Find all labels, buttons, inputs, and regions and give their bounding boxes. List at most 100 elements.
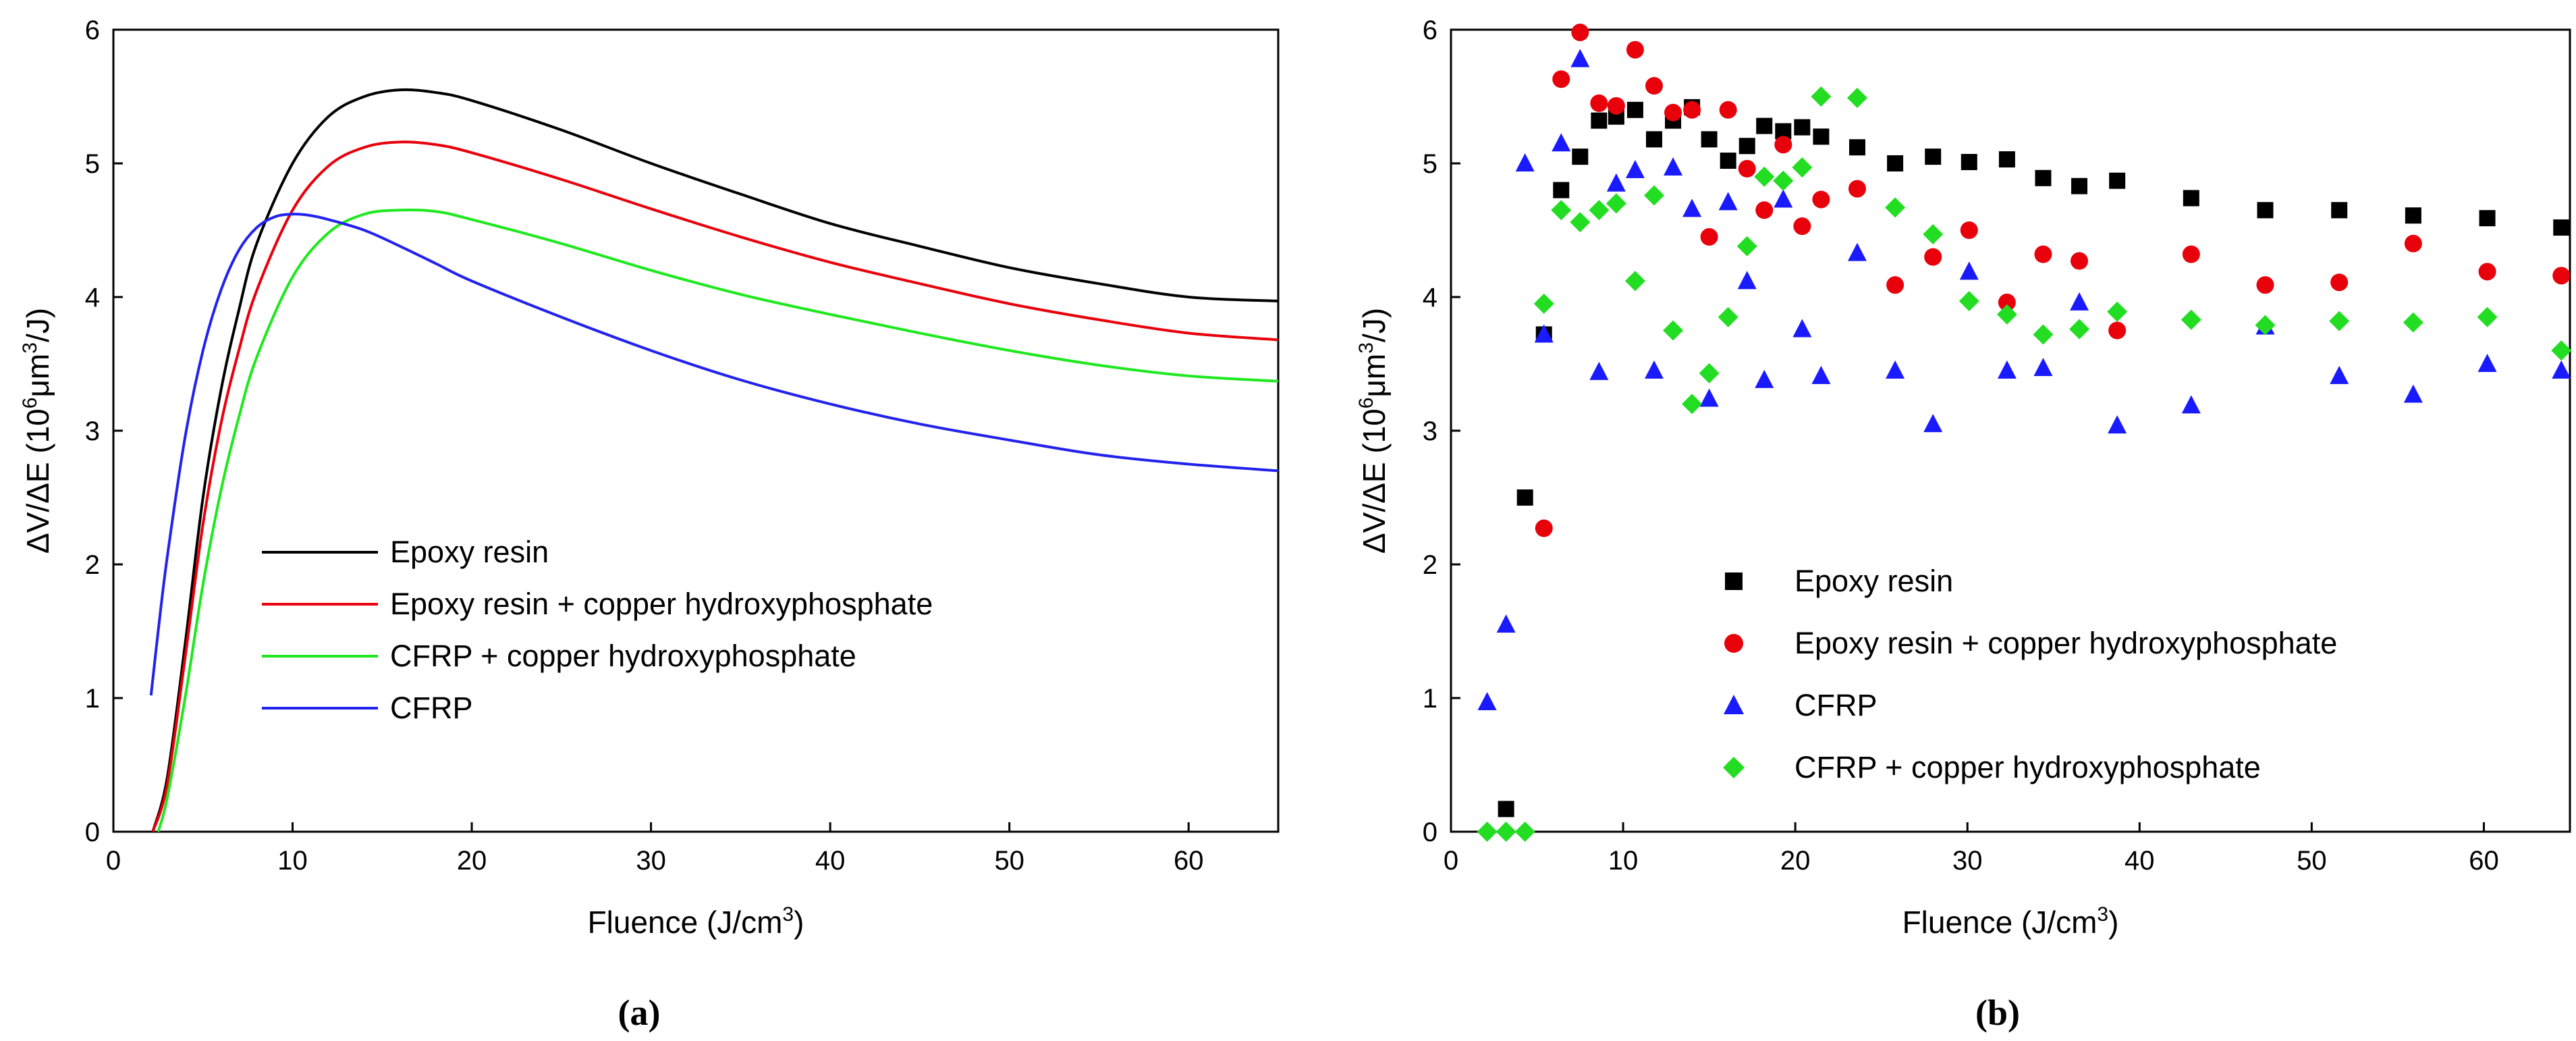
data-point-cfrp-copper-hydroxyphosphate — [1754, 166, 1775, 187]
data-point-cfrp — [1606, 173, 1626, 192]
data-point-epoxy-resin — [1756, 117, 1773, 134]
y-tick-label: 6 — [85, 16, 100, 45]
data-point-epoxy-resin-copper-hydroxyphosphate — [1998, 293, 2016, 311]
plot-frame — [1450, 28, 2571, 833]
data-point-epoxy-resin — [1553, 182, 1570, 198]
data-point-epoxy-resin-copper-hydroxyphosphate — [2404, 234, 2422, 252]
x-tick-label: 0 — [1444, 846, 1458, 876]
data-point-cfrp-copper-hydroxyphosphate — [1477, 822, 1498, 842]
data-point-cfrp — [1552, 133, 1571, 152]
y-tick-label: 4 — [85, 283, 100, 313]
x-tick-label: 10 — [1608, 846, 1639, 876]
data-point-epoxy-resin — [2035, 169, 2052, 186]
data-point-epoxy-resin-copper-hydroxyphosphate — [1960, 221, 1978, 239]
legend-label-cfrp-copper-hydroxyphosphate: CFRP + copper hydroxyphosphate — [1794, 750, 2261, 784]
y-tick-label: 0 — [1423, 818, 1437, 847]
data-point-epoxy-resin-copper-hydroxyphosphate — [1645, 77, 1663, 95]
series-line-epoxy-resin-copper-hydroxyphosphate — [151, 140, 1279, 832]
data-point-cfrp — [1811, 365, 1831, 384]
data-point-cfrp-copper-hydroxyphosphate — [1606, 193, 1626, 214]
x-tick-label: 40 — [2125, 846, 2155, 876]
x-tick-label: 40 — [815, 846, 846, 876]
y-tick-label: 5 — [1423, 149, 1437, 179]
series-line-cfrp — [149, 213, 1279, 696]
data-point-cfrp-copper-hydroxyphosphate — [2477, 306, 2498, 327]
data-point-cfrp — [1737, 271, 1757, 290]
data-point-cfrp — [1682, 198, 1702, 217]
data-point-cfrp — [2403, 384, 2423, 403]
data-point-epoxy-resin-copper-hydroxyphosphate — [1626, 41, 1644, 59]
data-point-epoxy-resin-copper-hydroxyphosphate — [1738, 159, 1756, 178]
data-point-cfrp — [1718, 192, 1738, 211]
data-point-cfrp — [1570, 49, 1590, 68]
data-point-cfrp-copper-hydroxyphosphate — [1811, 86, 1832, 107]
y-tick-label: 6 — [1423, 16, 1437, 45]
data-point-epoxy-resin — [2109, 172, 2126, 189]
data-point-cfrp-copper-hydroxyphosphate — [2033, 324, 2054, 345]
data-point-cfrp — [1625, 159, 1645, 178]
y-tick-label: 2 — [85, 550, 100, 580]
data-point-epoxy-resin-copper-hydroxyphosphate — [2478, 263, 2496, 281]
data-point-cfrp-copper-hydroxyphosphate — [1514, 822, 1535, 842]
data-point-cfrp — [1755, 369, 1774, 388]
data-point-epoxy-resin — [2331, 202, 2348, 219]
series-line-epoxy-resin — [151, 88, 1279, 832]
x-tick-label: 20 — [457, 846, 487, 876]
data-point-cfrp — [1644, 360, 1664, 379]
data-point-epoxy-resin-copper-hydroxyphosphate — [2256, 276, 2274, 294]
data-point-cfrp-copper-hydroxyphosphate — [1533, 293, 1554, 314]
data-point-cfrp-copper-hydroxyphosphate — [1736, 236, 1757, 257]
data-point-epoxy-resin-copper-hydroxyphosphate — [1700, 228, 1718, 246]
x-tick-label: 20 — [1780, 846, 1811, 876]
data-point-epoxy-resin-copper-hydroxyphosphate — [1848, 180, 1866, 198]
data-point-cfrp-copper-hydroxyphosphate — [1996, 304, 2017, 325]
data-point-epoxy-resin — [1813, 128, 1830, 145]
legend-marker-cfrp-copper-hydroxyphosphate — [1723, 757, 1745, 778]
data-point-cfrp-copper-hydroxyphosphate — [1589, 200, 1610, 221]
x-tick-label: 60 — [2469, 846, 2499, 876]
data-point-cfrp — [2330, 365, 2349, 384]
data-point-epoxy-resin — [2257, 202, 2274, 219]
data-point-cfrp — [1792, 319, 1812, 338]
x-tick-label: 60 — [1174, 846, 1204, 876]
data-point-epoxy-resin-copper-hydroxyphosphate — [1535, 519, 1553, 537]
data-point-epoxy-resin-copper-hydroxyphosphate — [1590, 94, 1608, 112]
data-point-cfrp-copper-hydroxyphosphate — [1699, 363, 1720, 383]
data-point-epoxy-resin — [1516, 489, 1533, 506]
data-point-cfrp-copper-hydroxyphosphate — [1718, 306, 1738, 327]
x-tick-label: 50 — [994, 846, 1024, 876]
y-tick-label: 1 — [1423, 684, 1437, 714]
data-point-cfrp-copper-hydroxyphosphate — [1663, 320, 1684, 341]
x-axis-title: Fluence (J/cm3) — [588, 903, 804, 940]
data-point-cfrp — [1997, 360, 2017, 379]
data-point-epoxy-resin — [1701, 131, 1718, 148]
data-point-cfrp — [2181, 395, 2201, 414]
y-axis-title: ΔV/ΔE (106μm3/J) — [19, 308, 55, 554]
data-point-epoxy-resin-copper-hydroxyphosphate — [1607, 97, 1625, 115]
data-point-cfrp-copper-hydroxyphosphate — [1846, 87, 1867, 108]
data-point-epoxy-resin — [1887, 155, 1904, 171]
data-point-epoxy-resin-copper-hydroxyphosphate — [1774, 136, 1792, 154]
data-point-cfrp — [1923, 414, 1943, 433]
data-point-cfrp-copper-hydroxyphosphate — [2329, 311, 2350, 331]
x-tick-label: 30 — [1952, 846, 1983, 876]
data-point-epoxy-resin-copper-hydroxyphosphate — [1793, 217, 1811, 236]
data-point-epoxy-resin — [2405, 207, 2421, 224]
data-point-epoxy-resin-copper-hydroxyphosphate — [2034, 245, 2052, 263]
axis-ticks: 0 10 20 30 40 50 60 0 1 2 3 4 5 6 — [85, 16, 1204, 876]
data-point-cfrp — [1477, 691, 1497, 710]
legend: Epoxy resin Epoxy resin + copper hydroxyp… — [1723, 564, 2337, 784]
data-point-cfrp-copper-hydroxyphosphate — [1958, 290, 1979, 311]
data-point-cfrp — [1664, 157, 1683, 176]
data-point-cfrp-copper-hydroxyphosphate — [2181, 309, 2201, 330]
data-point-epoxy-resin-copper-hydroxyphosphate — [1552, 70, 1570, 88]
legend: Epoxy resin Epoxy resin + copper hydroxyp… — [262, 535, 933, 725]
axis-ticks: 0 10 20 30 40 50 60 0 1 2 3 4 5 6 — [1423, 16, 2499, 876]
y-tick-label: 5 — [85, 149, 100, 179]
data-point-epoxy-resin — [1848, 139, 1865, 156]
data-point-epoxy-resin-copper-hydroxyphosphate — [1719, 101, 1737, 119]
data-point-epoxy-resin — [2071, 178, 2088, 194]
data-point-epoxy-resin-copper-hydroxyphosphate — [2108, 321, 2127, 340]
data-point-epoxy-resin — [1961, 154, 1977, 171]
